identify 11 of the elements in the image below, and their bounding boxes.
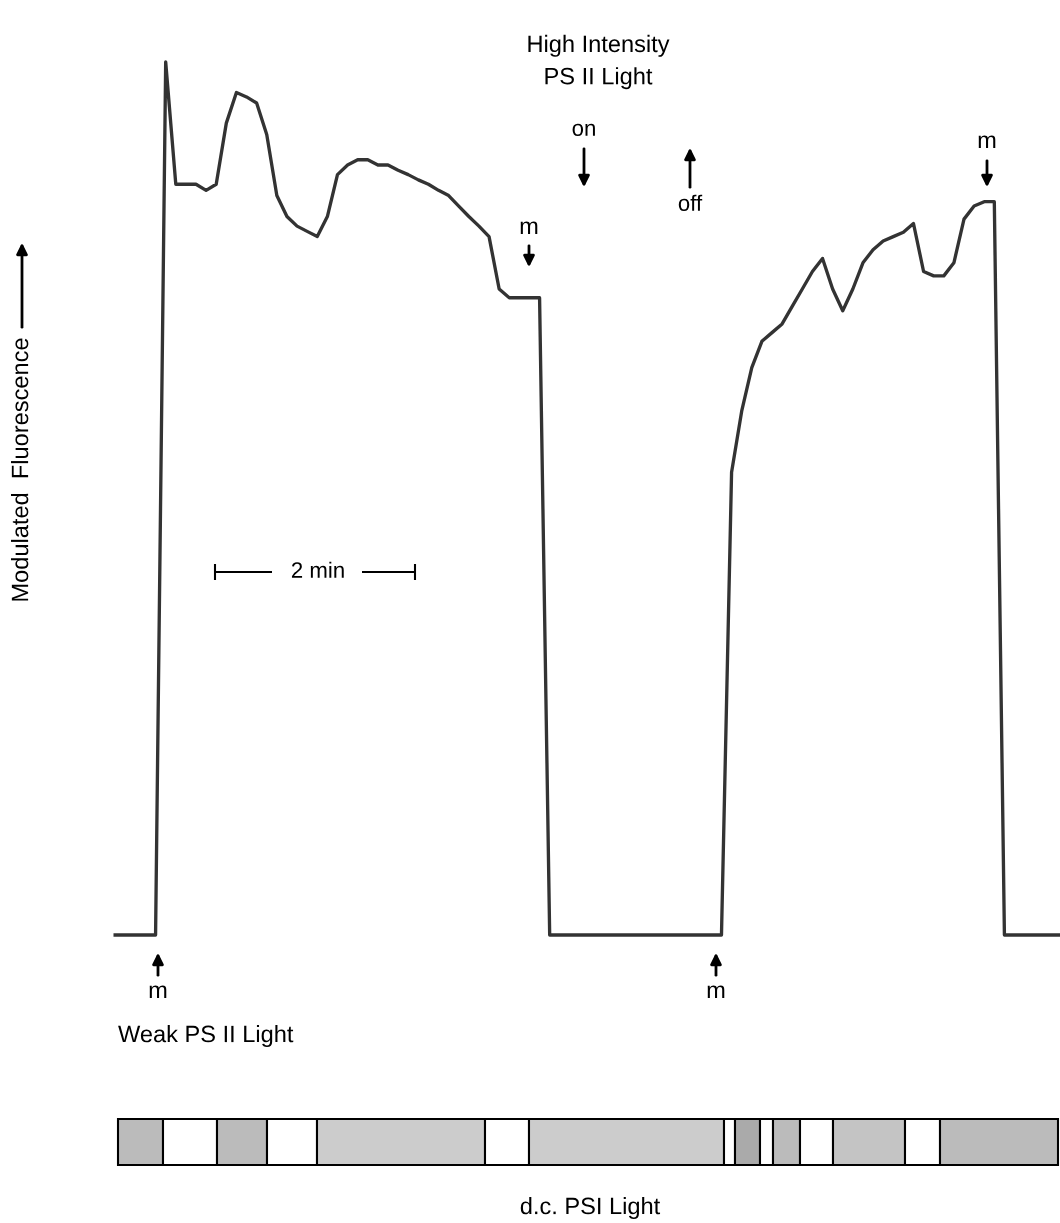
text: d.c. PSI Light [520,1196,661,1220]
text: m [707,985,725,999]
annotation: off [678,194,703,211]
annotation: m [978,135,996,149]
annotation: High Intensity PS II Light [528,34,670,90]
text: m [149,985,167,999]
annotation: 2 min [291,561,344,578]
annotation: m [520,221,538,235]
y-axis-title: Modulated Fluorescence [11,338,29,601]
annotation: on [572,123,595,136]
text: Weak PS II Light [118,1024,294,1048]
